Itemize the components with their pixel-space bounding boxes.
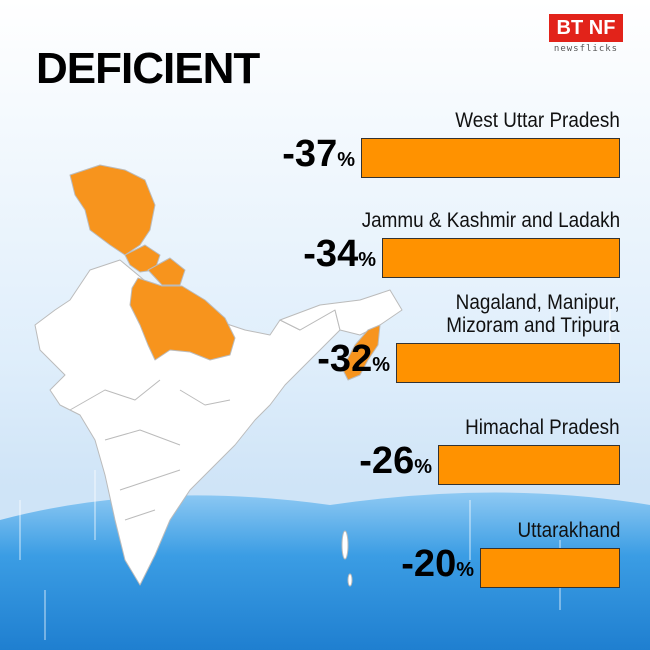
uttarakhand <box>147 257 186 286</box>
bar-category-label: Nagaland, Manipur, Mizoram and Tripura <box>447 291 620 337</box>
bar-category-label-line: Himachal Pradesh <box>465 416 620 439</box>
bar-category-label: West Uttar Pradesh <box>455 109 620 132</box>
brand-logo: BT NF newsflicks <box>544 14 628 54</box>
bar-category-label-line: Uttarakhand <box>517 519 620 542</box>
bar-value-number: -34 <box>303 233 359 275</box>
brand-subtitle: newsflicks <box>553 44 619 54</box>
bar <box>382 238 620 278</box>
bar-category-label: Jammu & Kashmir and Ladakh <box>362 209 620 232</box>
bar-value-unit: % <box>372 354 390 376</box>
india-mainland <box>34 259 341 586</box>
andaman-islands <box>341 530 349 560</box>
nagaland-manipur-mizoram-tripura <box>341 324 381 381</box>
bar <box>396 343 620 383</box>
bar-value-label: -20% <box>401 543 474 586</box>
page-title: DEFICIENT <box>36 44 260 93</box>
bar <box>438 445 620 485</box>
bar <box>361 138 620 178</box>
bar-value-label: -34% <box>303 233 376 276</box>
bar-value-unit: % <box>337 149 355 171</box>
bar-category-label-line: Jammu & Kashmir and Ladakh <box>361 209 620 232</box>
bar-category-label-line: Mizoram and Tripura <box>446 314 620 337</box>
bar-value-number: -37 <box>282 133 338 175</box>
bar-value-number: -32 <box>317 338 373 380</box>
bar <box>480 548 620 588</box>
northeast-india <box>279 289 403 336</box>
jammu-kashmir-ladakh <box>69 164 156 256</box>
bar-value-label: -32% <box>317 338 390 381</box>
bar-value-number: -26 <box>359 440 415 482</box>
bar-category-label: Himachal Pradesh <box>466 416 620 439</box>
bar-value-number: -20 <box>401 543 457 585</box>
india-map <box>34 164 403 587</box>
bar-category-label: Uttarakhand <box>517 519 620 542</box>
bar-category-label-line: West Uttar Pradesh <box>455 109 620 132</box>
bar-category-label-line: Nagaland, Manipur, <box>456 291 620 314</box>
bar-value-unit: % <box>414 456 432 478</box>
brand-mark: BT NF <box>548 14 624 42</box>
uttar-pradesh <box>129 277 236 361</box>
bar-value-label: -26% <box>359 440 432 483</box>
bar-value-unit: % <box>358 249 376 271</box>
bar-value-unit: % <box>456 559 474 581</box>
bar-value-label: -37% <box>282 133 355 176</box>
